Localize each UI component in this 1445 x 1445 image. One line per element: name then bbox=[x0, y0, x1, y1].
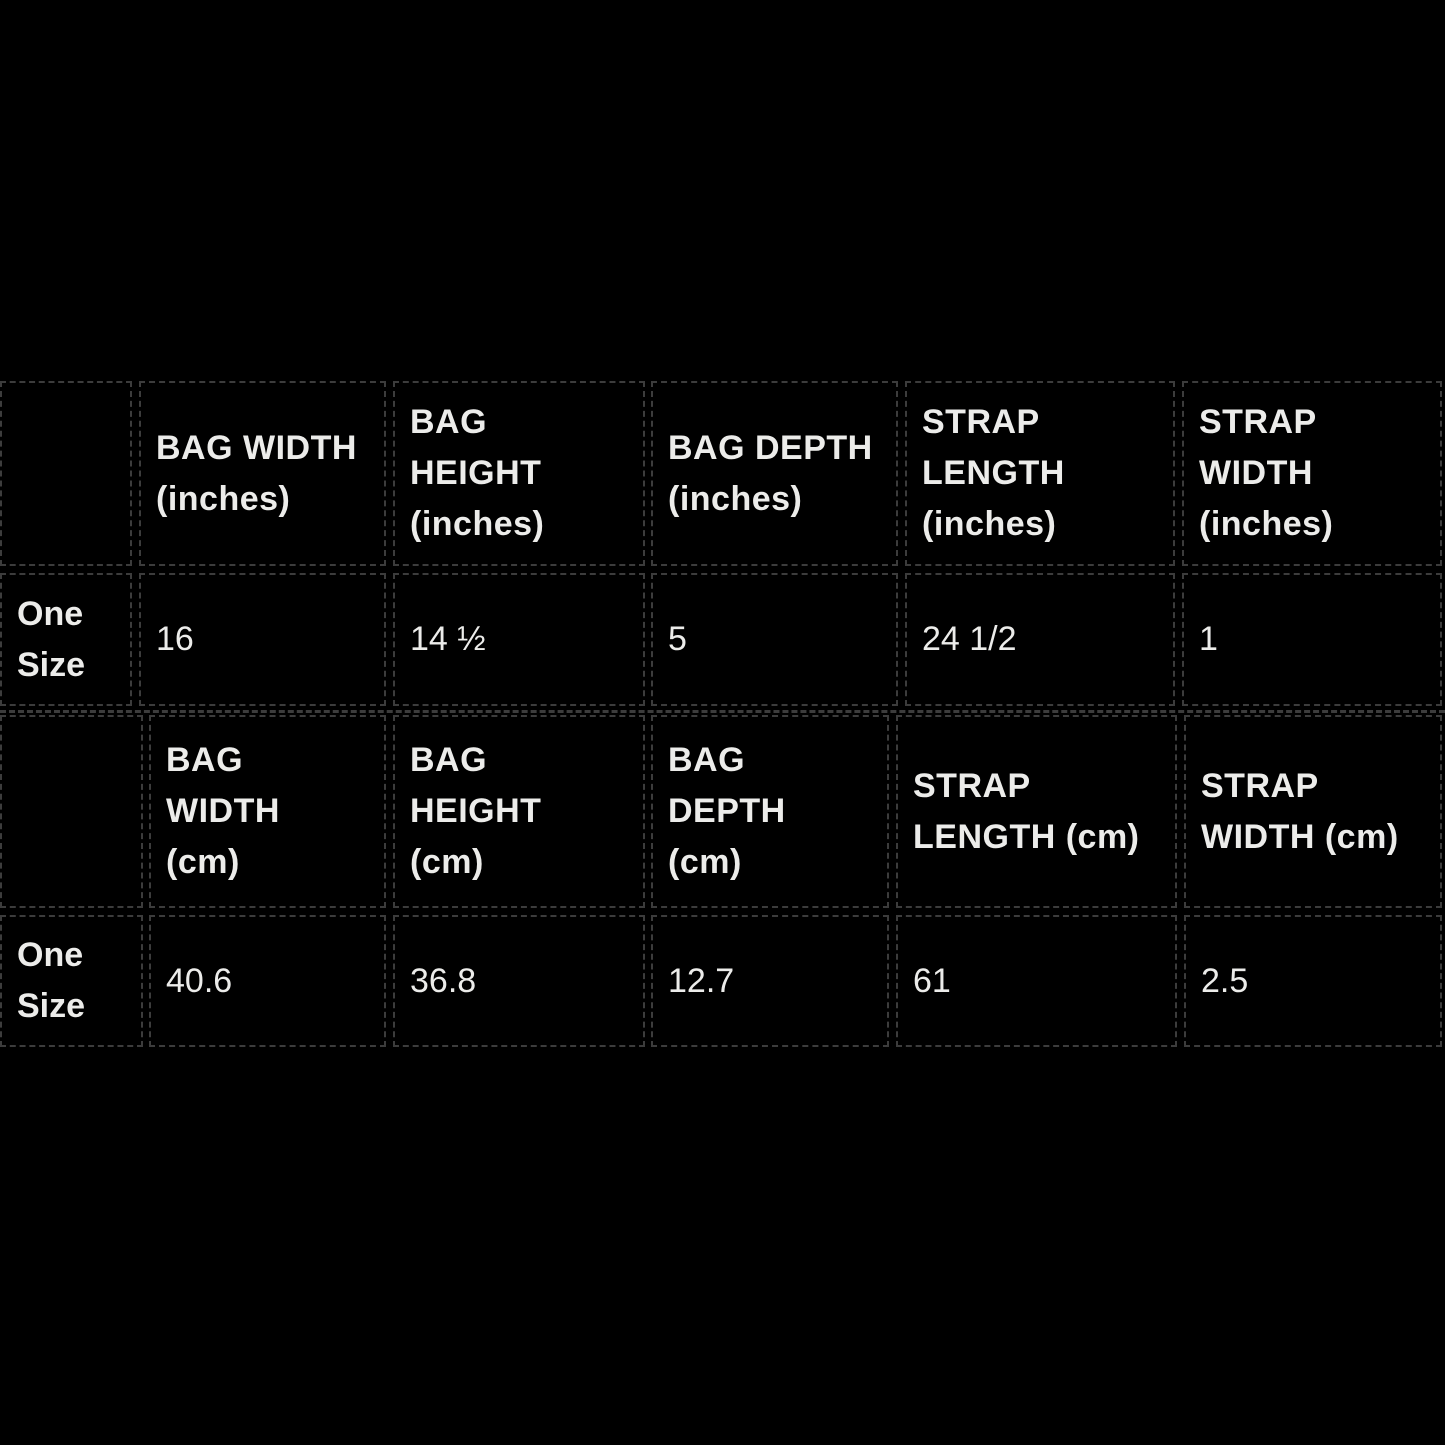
cell-value: 24 1/2 bbox=[922, 620, 1017, 658]
value-cell: 36.8 bbox=[393, 915, 645, 1047]
header-cell: BAG HEIGHT (inches) bbox=[393, 381, 645, 566]
column-header: BAG WIDTH (cm) bbox=[166, 741, 280, 881]
column-header: BAG HEIGHT (cm) bbox=[410, 741, 542, 881]
column-header: BAG DEPTH (inches) bbox=[668, 428, 873, 518]
header-cell: BAG DEPTH (inches) bbox=[651, 381, 898, 566]
cell-value: 16 bbox=[156, 620, 194, 658]
cell-value: 12.7 bbox=[668, 961, 735, 1000]
header-cell: STRAP WIDTH (cm) bbox=[1184, 715, 1442, 908]
header-cell: STRAP LENGTH (inches) bbox=[905, 381, 1175, 566]
table-divider bbox=[0, 710, 1445, 713]
value-cell: 2.5 bbox=[1184, 915, 1442, 1047]
row-label-cell: One Size bbox=[0, 915, 143, 1047]
row-label-cell: One Size bbox=[0, 573, 132, 706]
column-header: BAG WIDTH (inches) bbox=[156, 428, 357, 518]
column-header: STRAP LENGTH (inches) bbox=[922, 403, 1065, 543]
value-cell: 24 1/2 bbox=[905, 573, 1175, 706]
cell-value: 61 bbox=[913, 961, 951, 1000]
value-cell: 61 bbox=[896, 915, 1177, 1047]
cell-value: 36.8 bbox=[410, 961, 477, 1000]
cell-value: 2.5 bbox=[1201, 961, 1249, 1000]
header-cell: BAG HEIGHT (cm) bbox=[393, 715, 645, 908]
value-cell: 40.6 bbox=[149, 915, 386, 1047]
column-header: BAG DEPTH (cm) bbox=[668, 741, 786, 881]
cell-value: 1 bbox=[1199, 620, 1218, 658]
value-cell: 1 bbox=[1182, 573, 1442, 706]
column-header: BAG HEIGHT (inches) bbox=[410, 403, 545, 543]
header-cell: BAG DEPTH (cm) bbox=[651, 715, 889, 908]
header-cell: STRAP LENGTH (cm) bbox=[896, 715, 1177, 908]
row-label: One Size bbox=[17, 594, 86, 684]
column-header: STRAP LENGTH (cm) bbox=[913, 766, 1140, 856]
value-cell: 16 bbox=[139, 573, 386, 706]
value-cell: 14 ½ bbox=[393, 573, 645, 706]
row-label: One Size bbox=[17, 936, 86, 1025]
cell-value: 5 bbox=[668, 620, 687, 658]
column-header: STRAP WIDTH (cm) bbox=[1201, 766, 1399, 856]
column-header: STRAP WIDTH (inches) bbox=[1199, 403, 1334, 543]
header-cell: BAG WIDTH (cm) bbox=[149, 715, 386, 908]
cell-value: 14 ½ bbox=[410, 620, 486, 658]
value-cell: 12.7 bbox=[651, 915, 889, 1047]
header-cell: BAG WIDTH (inches) bbox=[139, 381, 386, 566]
value-cell: 5 bbox=[651, 573, 898, 706]
cell-value: 40.6 bbox=[166, 961, 233, 1000]
header-cell-empty bbox=[0, 715, 143, 908]
header-cell: STRAP WIDTH (inches) bbox=[1182, 381, 1442, 566]
header-cell-empty bbox=[0, 381, 132, 566]
